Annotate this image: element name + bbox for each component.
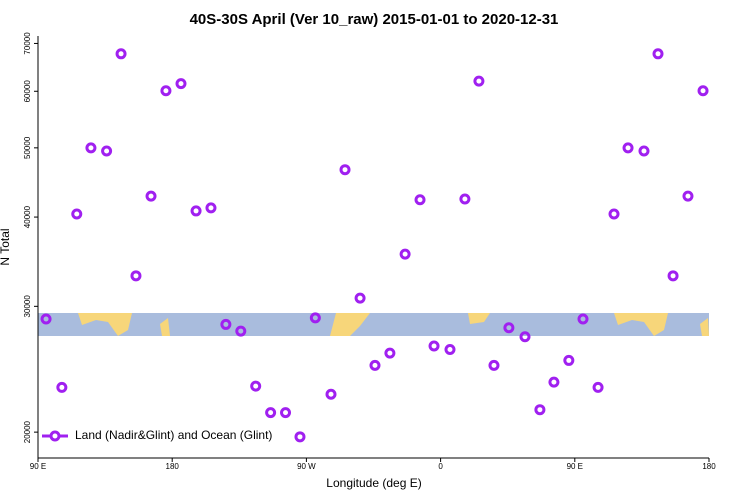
point xyxy=(115,48,127,60)
y-tick-label: 70000 xyxy=(23,32,32,55)
point xyxy=(294,431,306,443)
x-tick-label: 0 xyxy=(438,462,443,471)
point xyxy=(667,270,679,282)
point xyxy=(652,48,664,60)
point xyxy=(339,164,351,176)
point xyxy=(697,85,709,97)
point xyxy=(682,190,694,202)
x-tick-label: 180 xyxy=(702,462,716,471)
point xyxy=(577,313,589,325)
point xyxy=(40,313,52,325)
chart-title: 40S-30S April (Ver 10_raw) 2015-01-01 to… xyxy=(190,11,559,28)
point xyxy=(325,388,337,400)
point xyxy=(592,381,604,393)
point xyxy=(265,407,277,419)
point xyxy=(220,318,232,330)
x-axis-label: Longitude (deg E) xyxy=(326,476,421,490)
point xyxy=(309,312,321,324)
point xyxy=(503,322,515,334)
point xyxy=(444,344,456,356)
point xyxy=(534,404,546,416)
point xyxy=(160,85,172,97)
point xyxy=(354,292,366,304)
point xyxy=(548,376,560,388)
y-tick-label: 40000 xyxy=(23,205,32,228)
point xyxy=(130,270,142,282)
y-tick-label: 60000 xyxy=(23,80,32,103)
point xyxy=(519,331,531,343)
point xyxy=(414,194,426,206)
point xyxy=(190,205,202,217)
point xyxy=(459,193,471,205)
point xyxy=(488,359,500,371)
map-strip xyxy=(38,313,709,336)
x-tick-label: 90 W xyxy=(297,462,316,471)
point xyxy=(205,202,217,214)
point xyxy=(608,208,620,220)
point xyxy=(56,381,68,393)
point xyxy=(145,190,157,202)
point xyxy=(563,354,575,366)
point xyxy=(428,340,440,352)
legend-marker xyxy=(49,430,61,442)
point xyxy=(175,78,187,90)
point xyxy=(235,325,247,337)
y-tick-label: 20000 xyxy=(23,420,32,443)
point xyxy=(384,347,396,359)
point xyxy=(473,75,485,87)
y-tick-label: 50000 xyxy=(23,136,32,159)
point xyxy=(369,359,381,371)
point xyxy=(638,145,650,157)
point xyxy=(280,407,292,419)
y-tick-label: 30000 xyxy=(23,295,32,318)
point xyxy=(85,142,97,154)
y-axis-label: N Total xyxy=(0,228,12,265)
point xyxy=(71,208,83,220)
x-tick-label: 180 xyxy=(166,462,180,471)
x-tick-label: 90 E xyxy=(30,462,46,471)
point xyxy=(399,248,411,260)
point xyxy=(250,380,262,392)
point xyxy=(101,145,113,157)
x-tick-label: 90 E xyxy=(567,462,583,471)
point xyxy=(622,142,634,154)
legend-label: Land (Nadir&Glint) and Ocean (Glint) xyxy=(75,428,272,442)
